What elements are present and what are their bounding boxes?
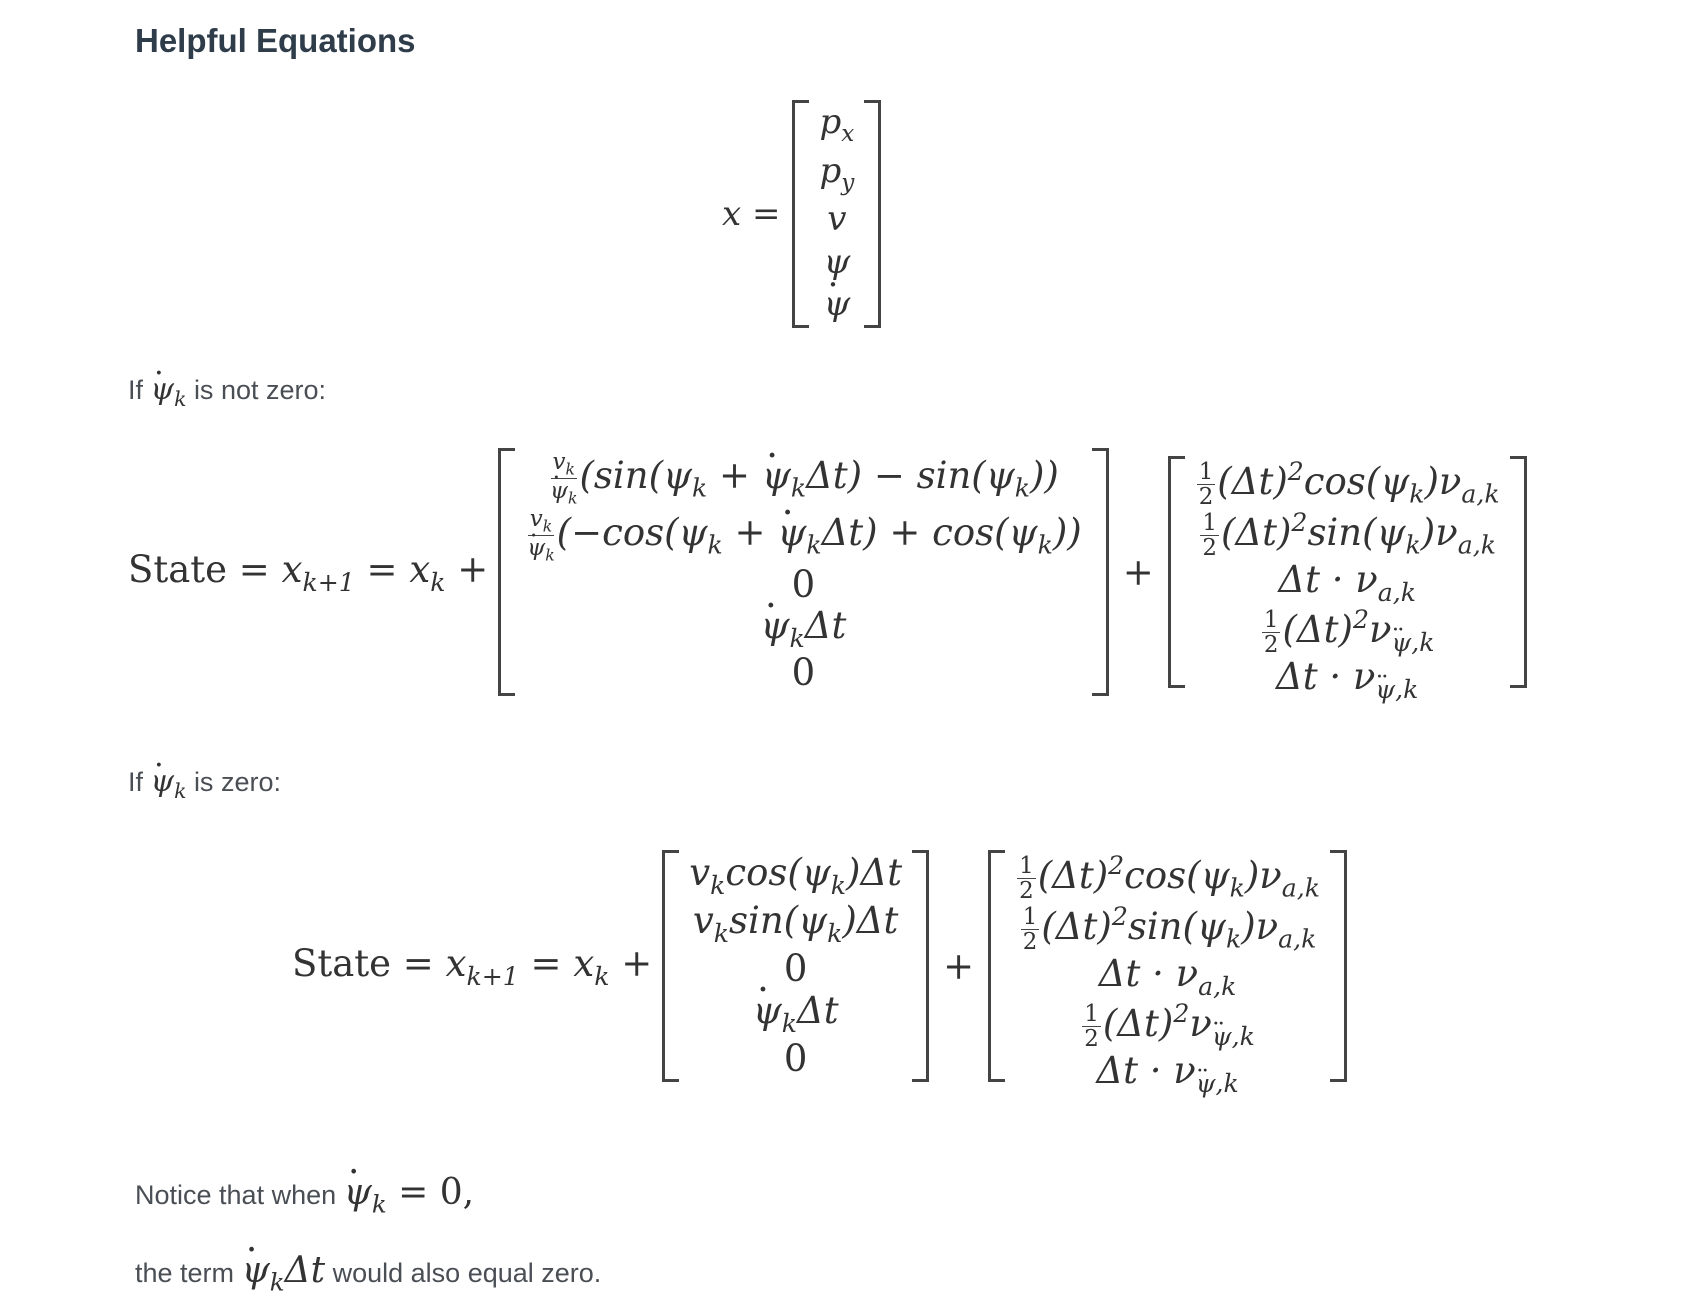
noise-matrix-zero: 1 2 (Δt)2cos(ψk)νa,k 1 2 (Δt)2sin(ψk)νa,k Δt… [988,850,1348,1097]
state-vector-equation: x = px py v ψ ψ [722,100,882,328]
noise-entry-px: 1 2 (Δt)2cos(ψk)νa,k [1017,851,1321,904]
plus-sign: + [943,944,975,988]
noise-entry-py: 1 2 (Δt)2sin(ψk)νa,k [1200,507,1496,561]
plus-sign: + [1122,550,1154,594]
right-bracket [1509,456,1527,688]
right-bracket [1091,448,1109,696]
noise-entry-v: Δt · νa,k [1278,557,1416,607]
noise-entry-psi: 12(Δt)2νψ,k [1015,1000,1320,1051]
left-bracket [792,100,810,328]
matrix-entry-psi-dot: 0 [783,1036,808,1080]
noise-matrix-nonzero: 1 2 (Δt)2cos(ψk)νa,k 1 2 (Δt)2sin(ψk)νa,k Δt… [1167,456,1527,703]
left-bracket [1167,456,1185,688]
matrix-entry-py: vkψk(−cos(ψk + ψkΔt) + cos(ψk)) [525,493,1081,564]
left-bracket [988,850,1006,1082]
noise-entry-psi-dot: Δt · νψ,k [1015,1050,1320,1097]
noise-entry-px: 1 2 (Δt)2cos(ψk)νa,k [1196,457,1500,510]
state-entry-px: px [819,102,855,148]
noise-entry-v: Δt · νa,k [1098,951,1237,1001]
state-equation-zero: State = xk+1 = xk + vkcos(ψk)Δt vksin(ψk… [292,850,1348,1097]
matrix-entry-psi: ψkΔt [525,586,1081,652]
noise-entries: 1 2 (Δt)2cos(ψk)νa,k 1 2 (Δt)2sin(ψk)νa,k Δt… [1185,456,1510,703]
matrix-entry-py: vksin(ψk)Δt [692,898,899,948]
noise-entry-psi-dot: Δt · νψ,k [1195,656,1500,703]
left-bracket [662,850,680,1082]
noise-entry-psi: 12(Δt)2νψ,k [1195,606,1500,657]
matrix-entries: vkψk(sin(ψk + ψkΔt) − sin(ψk)) vkψk(−cos… [515,436,1091,696]
case-zero-label: If ψk is zero: [128,748,281,804]
page-title: Helpful Equations [135,22,416,59]
state-equation-nonzero-lhs: State = xk+1 = xk + [128,547,489,597]
state-equation-zero-lhs: State = xk+1 = xk + [292,941,653,991]
noise-entry-py: 1 2 (Δt)2sin(ψk)νa,k [1020,901,1317,955]
state-entry-py: py [819,150,855,197]
matrix-entry-psi-dot: 0 [791,651,816,694]
state-equation-nonzero: State = xk+1 = xk + vkψk(sin(ψk + ψkΔt) … [128,436,1527,703]
matrix-entry-px: vkcos(ψk)Δt [689,850,903,900]
notice-line-1: Notice that when ψk = 0, [135,1152,474,1218]
matrix-entry-v: 0 [783,946,808,990]
state-vector-entries: px py v ψ ψ [809,100,864,328]
state-vector-matrix: px py v ψ ψ [792,100,882,328]
right-bracket [1330,850,1348,1082]
right-bracket [912,850,930,1082]
notice-line-2: the term ψkΔt would also equal zero. [135,1230,601,1296]
matrix-entry-px: vkψk(sin(ψk + ψkΔt) − sin(ψk)) [525,436,1081,507]
transition-matrix-nonzero: vkψk(sin(ψk + ψkΔt) − sin(ψk)) vkψk(−cos… [498,436,1109,696]
state-vector-lhs: x = [722,194,781,234]
matrix-entries: vkcos(ψk)Δt vksin(ψk)Δt 0 ψkΔt 0 [679,850,912,1082]
case-nonzero-label: If ψk is not zero: [128,356,326,412]
right-bracket [864,100,882,328]
matrix-entry-psi: ψkΔt [689,970,902,1037]
transition-matrix-zero: vkcos(ψk)Δt vksin(ψk)Δt 0 ψkΔt 0 [662,850,930,1082]
left-bracket [498,448,516,696]
state-entry-v: v [827,199,847,240]
state-entry-psi-dot: ψ [819,267,854,323]
noise-entries: 1 2 (Δt)2cos(ψk)νa,k 1 2 (Δt)2sin(ψk)νa,k Δt… [1005,850,1330,1097]
matrix-entry-v: 0 [791,562,816,606]
